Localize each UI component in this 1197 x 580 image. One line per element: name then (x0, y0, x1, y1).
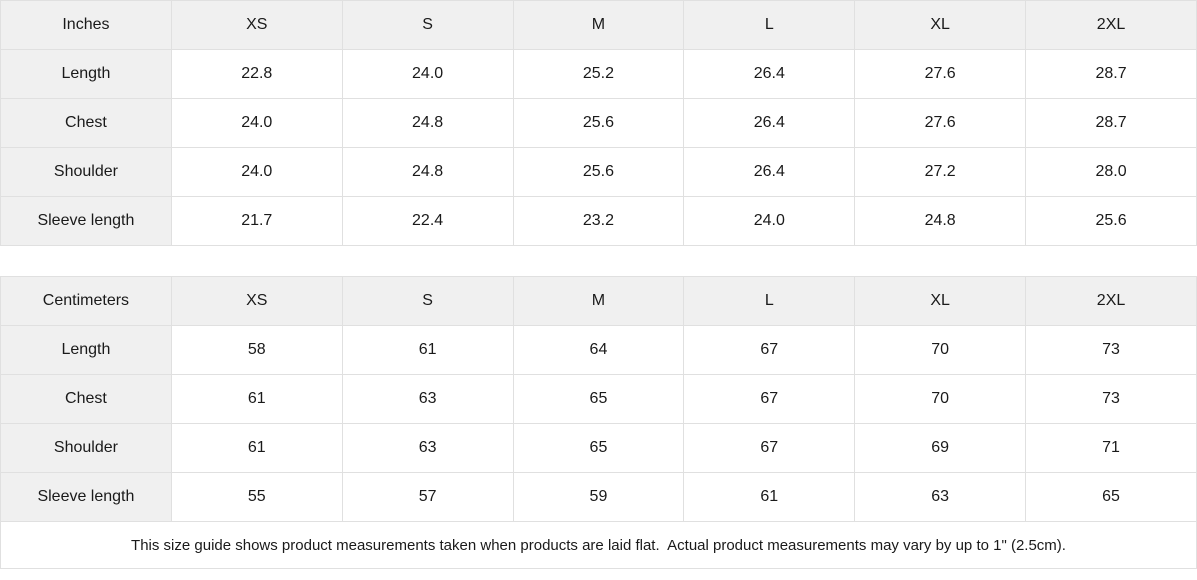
measurement-label-cell: Length (0, 325, 172, 375)
measurement-row: Chest 61 63 65 67 70 73 (0, 374, 1197, 424)
measurement-value-cell: 25.6 (512, 147, 685, 197)
footnote-bar: This size guide shows product measuremen… (0, 522, 1197, 569)
centimeters-size-table: Centimeters XS S M L XL 2XL Length 58 61 64 67 70 73 C… (0, 276, 1197, 522)
measurement-value-cell: 26.4 (683, 49, 856, 99)
measurement-row: Shoulder 61 63 65 67 69 71 (0, 423, 1197, 473)
measurement-value-cell: 59 (512, 472, 685, 522)
size-header-cell: XS (170, 0, 343, 50)
measurement-label-cell: Length (0, 49, 172, 99)
measurement-value-cell: 65 (512, 423, 685, 473)
measurement-value-cell: 70 (854, 374, 1027, 424)
size-header-cell: XS (170, 276, 343, 326)
measurement-row: Chest 24.0 24.8 25.6 26.4 27.6 28.7 (0, 98, 1197, 148)
measurement-label-cell: Shoulder (0, 147, 172, 197)
size-header-cell: XL (854, 276, 1027, 326)
measurement-value-cell: 64 (512, 325, 685, 375)
measurement-label-cell: Sleeve length (0, 196, 172, 246)
measurement-row: Sleeve length 21.7 22.4 23.2 24.0 24.8 25.6 (0, 196, 1197, 246)
measurement-value-cell: 61 (170, 423, 343, 473)
measurement-row: Shoulder 24.0 24.8 25.6 26.4 27.2 28.0 (0, 147, 1197, 197)
size-header-cell: XL (854, 0, 1027, 50)
measurement-value-cell: 23.2 (512, 196, 685, 246)
measurement-value-cell: 65 (1025, 472, 1197, 522)
size-header-cell: L (683, 0, 856, 50)
measurement-value-cell: 67 (683, 325, 856, 375)
size-header-row: Inches XS S M L XL 2XL (0, 0, 1197, 50)
measurement-value-cell: 67 (683, 374, 856, 424)
measurement-label-cell: Shoulder (0, 423, 172, 473)
measurement-label-cell: Chest (0, 98, 172, 148)
size-header-cell: S (341, 0, 514, 50)
measurement-value-cell: 28.0 (1025, 147, 1197, 197)
measurement-value-cell: 25.6 (1025, 196, 1197, 246)
size-header-cell: 2XL (1025, 0, 1197, 50)
measurement-value-cell: 55 (170, 472, 343, 522)
measurement-value-cell: 26.4 (683, 98, 856, 148)
size-header-cell: M (512, 0, 685, 50)
size-header-cell: M (512, 276, 685, 326)
measurement-value-cell: 63 (341, 423, 514, 473)
measurement-value-cell: 22.8 (170, 49, 343, 99)
unit-header-cell: Inches (0, 0, 172, 50)
measurement-value-cell: 63 (854, 472, 1027, 522)
measurement-value-cell: 28.7 (1025, 98, 1197, 148)
measurement-value-cell: 73 (1025, 325, 1197, 375)
footnote-text: This size guide shows product measuremen… (131, 536, 1066, 554)
size-header-row: Centimeters XS S M L XL 2XL (0, 276, 1197, 326)
measurement-value-cell: 25.2 (512, 49, 685, 99)
measurement-row: Sleeve length 55 57 59 61 63 65 (0, 472, 1197, 522)
measurement-value-cell: 21.7 (170, 196, 343, 246)
measurement-value-cell: 27.6 (854, 49, 1027, 99)
measurement-row: Length 22.8 24.0 25.2 26.4 27.6 28.7 (0, 49, 1197, 99)
measurement-value-cell: 25.6 (512, 98, 685, 148)
measurement-label-cell: Sleeve length (0, 472, 172, 522)
measurement-value-cell: 69 (854, 423, 1027, 473)
unit-header-cell: Centimeters (0, 276, 172, 326)
measurement-row: Length 58 61 64 67 70 73 (0, 325, 1197, 375)
measurement-value-cell: 27.2 (854, 147, 1027, 197)
measurement-value-cell: 22.4 (341, 196, 514, 246)
size-header-cell: L (683, 276, 856, 326)
measurement-value-cell: 24.0 (341, 49, 514, 99)
inches-size-table: Inches XS S M L XL 2XL Length 22.8 24.0 25.2 26.4 27… (0, 0, 1197, 246)
measurement-value-cell: 63 (341, 374, 514, 424)
measurement-value-cell: 24.8 (341, 98, 514, 148)
measurement-value-cell: 57 (341, 472, 514, 522)
measurement-value-cell: 24.0 (683, 196, 856, 246)
measurement-value-cell: 73 (1025, 374, 1197, 424)
size-header-cell: S (341, 276, 514, 326)
measurement-value-cell: 24.0 (170, 147, 343, 197)
measurement-value-cell: 65 (512, 374, 685, 424)
section-gap (0, 246, 1197, 276)
measurement-value-cell: 71 (1025, 423, 1197, 473)
measurement-value-cell: 26.4 (683, 147, 856, 197)
size-header-cell: 2XL (1025, 276, 1197, 326)
measurement-value-cell: 24.8 (854, 196, 1027, 246)
measurement-value-cell: 24.0 (170, 98, 343, 148)
measurement-value-cell: 24.8 (341, 147, 514, 197)
measurement-value-cell: 61 (170, 374, 343, 424)
measurement-value-cell: 61 (683, 472, 856, 522)
measurement-value-cell: 28.7 (1025, 49, 1197, 99)
measurement-value-cell: 58 (170, 325, 343, 375)
measurement-value-cell: 67 (683, 423, 856, 473)
measurement-value-cell: 27.6 (854, 98, 1027, 148)
measurement-label-cell: Chest (0, 374, 172, 424)
measurement-value-cell: 61 (341, 325, 514, 375)
measurement-value-cell: 70 (854, 325, 1027, 375)
